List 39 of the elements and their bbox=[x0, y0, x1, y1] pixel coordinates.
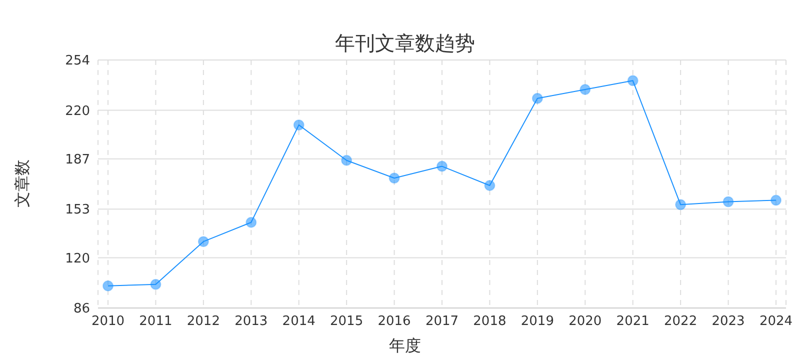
point bbox=[341, 154, 352, 166]
x-tick-label: 2017 bbox=[425, 314, 459, 330]
x-tick-label: 2012 bbox=[186, 314, 220, 330]
point bbox=[532, 92, 543, 104]
x-tick-label: 2018 bbox=[473, 314, 506, 330]
y-tick-label: 153 bbox=[65, 202, 90, 218]
x-tick-label: 2020 bbox=[568, 314, 602, 330]
x-tick-label: 2019 bbox=[520, 314, 554, 330]
x-tick-label: 2024 bbox=[759, 314, 793, 330]
point bbox=[484, 180, 496, 191]
x-tick-label: 2013 bbox=[234, 314, 268, 330]
x-tick-label: 2023 bbox=[712, 314, 745, 330]
x-tick-label: 2015 bbox=[330, 314, 364, 330]
point bbox=[627, 75, 638, 86]
y-axis-title: 文章数 bbox=[12, 159, 32, 207]
point bbox=[246, 216, 257, 228]
x-tick-label: 2010 bbox=[91, 314, 125, 330]
point bbox=[293, 119, 304, 130]
point bbox=[388, 172, 400, 184]
x-tick-label: 2016 bbox=[378, 314, 411, 330]
y-tick-label: 254 bbox=[65, 54, 90, 69]
point bbox=[150, 278, 162, 290]
point bbox=[722, 196, 734, 208]
y-tick-label: 120 bbox=[65, 251, 90, 266]
point bbox=[436, 160, 448, 172]
y-tick-label: 86 bbox=[73, 302, 90, 317]
x-tick-label: 2014 bbox=[282, 314, 316, 330]
chart-title: 年刊文章数趋势 bbox=[335, 31, 475, 55]
y-tick-label: 220 bbox=[65, 104, 90, 119]
x-tick-label: 2022 bbox=[664, 314, 698, 330]
point bbox=[675, 199, 686, 210]
point bbox=[198, 236, 209, 248]
x-axis-title: 年度 bbox=[388, 336, 422, 357]
x-tick-label: 2021 bbox=[616, 314, 650, 330]
point bbox=[102, 280, 114, 292]
point bbox=[580, 84, 591, 96]
x-tick-label: 2011 bbox=[139, 314, 172, 330]
y-tick-label: 187 bbox=[65, 152, 90, 168]
point bbox=[770, 194, 782, 206]
